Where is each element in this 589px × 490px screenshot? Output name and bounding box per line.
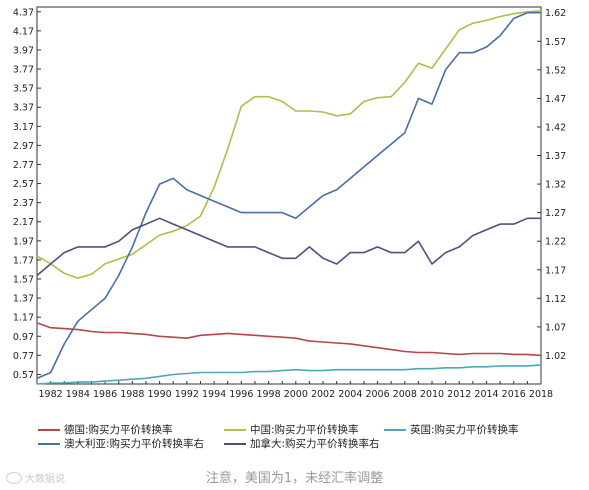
left-axis-tick-label: 4.37 xyxy=(13,7,34,18)
right-axis-tick-label: 1.02 xyxy=(545,351,566,362)
left-axis-tick-label: 3.37 xyxy=(13,103,34,114)
plot-frame xyxy=(36,6,542,385)
left-axis-tick-label: 1.57 xyxy=(13,275,34,286)
x-axis-tick-label: 1998 xyxy=(256,389,280,400)
right-axis-tick-label: 1.37 xyxy=(545,151,566,162)
left-axis-tick-label: 3.57 xyxy=(13,84,34,95)
left-axis-tick-label: 1.37 xyxy=(13,294,34,305)
left-axis-tick-label: 1.97 xyxy=(13,236,34,247)
left-axis-tick-label: 2.37 xyxy=(13,198,34,209)
right-axis-tick-label: 1.27 xyxy=(545,208,566,219)
legend-swatch-australia xyxy=(38,442,60,445)
x-axis-tick-label: 1990 xyxy=(148,389,172,400)
watermark-logo-icon xyxy=(6,471,22,484)
left-axis-tick-label: 2.77 xyxy=(13,160,34,171)
x-axis-tick-label: 2012 xyxy=(447,389,471,400)
series-line-4 xyxy=(36,217,541,277)
x-axis-tick-label: 1994 xyxy=(202,389,226,400)
left-axis-tick-label: 2.57 xyxy=(13,179,34,190)
legend-item-uk: 英国:购买力平价转换率 xyxy=(384,422,519,437)
right-axis-tick-label: 1.12 xyxy=(545,294,566,305)
left-axis-tick-label: 0.57 xyxy=(13,370,34,381)
x-axis-tick-label: 1982 xyxy=(39,389,63,400)
left-axis-tick-label: 4.17 xyxy=(13,26,34,37)
left-axis-tick-label: 1.77 xyxy=(13,255,34,266)
left-axis-tick-label: 0.77 xyxy=(13,351,34,362)
right-axis-tick-label: 1.57 xyxy=(545,37,566,48)
caption: 注意，美国为1，未经汇率调整 xyxy=(205,471,384,486)
x-axis-tick-label: 2004 xyxy=(338,389,362,400)
x-axis-tick-label: 1992 xyxy=(175,389,199,400)
right-axis-tick-label: 1.62 xyxy=(545,8,566,19)
left-axis-tick-label: 0.97 xyxy=(13,332,34,343)
legend-label-germany: 德国:购买力平价转换率 xyxy=(64,424,173,436)
series-line-0 xyxy=(36,322,542,357)
right-axis-tick-label: 1.47 xyxy=(545,94,566,105)
x-axis-tick-label: 2000 xyxy=(284,389,308,400)
x-axis-tick-label: 1986 xyxy=(93,389,117,400)
x-axis-tick-label: 1988 xyxy=(120,389,144,400)
x-axis-tick-label: 1996 xyxy=(229,389,253,400)
right-axis-tick-label: 1.52 xyxy=(545,65,566,76)
x-axis-tick-label: 2018 xyxy=(529,389,553,400)
legend-item-australia: 澳大利亚:购买力平价转换率右 xyxy=(38,436,204,451)
watermark: 大数据说 xyxy=(6,470,65,485)
legend-label-australia: 澳大利亚:购买力平价转换率右 xyxy=(64,438,205,450)
x-axis-tick-label: 2006 xyxy=(365,389,389,400)
legend-label-canada: 加拿大:购买力平价转换率右 xyxy=(250,438,380,450)
series-line-2 xyxy=(36,364,542,385)
legend-item-germany: 德国:购买力平价转换率 xyxy=(38,422,173,437)
legend-label-uk: 英国:购买力平价转换率 xyxy=(410,424,519,436)
left-axis-tick-label: 1.17 xyxy=(13,313,34,324)
legend-swatch-uk xyxy=(384,428,406,431)
axes: 4.37 4.17 3.97 3.77 3.57 3.37 3.17 2.97 2.77 2.57… xyxy=(13,6,566,400)
series-line-3 xyxy=(36,11,541,380)
series-line-1 xyxy=(36,10,542,279)
x-axis-tick-label: 2002 xyxy=(311,389,335,400)
x-axis-tick-label: 2014 xyxy=(474,389,498,400)
legend-swatch-canada xyxy=(224,442,246,445)
right-axis-tick-label: 1.07 xyxy=(545,322,566,333)
series-layer xyxy=(36,10,542,385)
left-axis-tick-label: 3.17 xyxy=(13,122,34,133)
right-axis-tick-label: 1.42 xyxy=(545,122,566,133)
legend-item-china: 中国:购买力平价转换率 xyxy=(224,422,359,437)
watermark-text: 大数据说 xyxy=(25,474,65,485)
x-axis-tick-label: 2008 xyxy=(393,389,417,400)
left-axis-tick-label: 3.77 xyxy=(13,65,34,76)
x-axis-tick-label: 2016 xyxy=(502,389,526,400)
right-axis-tick-label: 1.17 xyxy=(545,265,566,276)
x-axis-tick-label: 1984 xyxy=(66,389,90,400)
right-axis-tick-label: 1.32 xyxy=(545,180,566,191)
legend-label-china: 中国:购买力平价转换率 xyxy=(250,424,359,436)
legend-item-canada: 加拿大:购买力平价转换率右 xyxy=(224,436,380,451)
right-axis-tick-label: 1.22 xyxy=(545,237,566,248)
left-axis-tick-label: 2.97 xyxy=(13,141,34,152)
left-axis-tick-label: 3.97 xyxy=(13,45,34,56)
left-axis-tick-label: 2.17 xyxy=(13,217,34,228)
chart: 4.37 4.17 3.97 3.77 3.57 3.37 3.17 2.97 2.77 2.57… xyxy=(13,6,566,400)
x-axis-tick-label: 2010 xyxy=(420,389,444,400)
legend-swatch-germany xyxy=(38,428,60,431)
legend-swatch-china xyxy=(224,428,246,431)
